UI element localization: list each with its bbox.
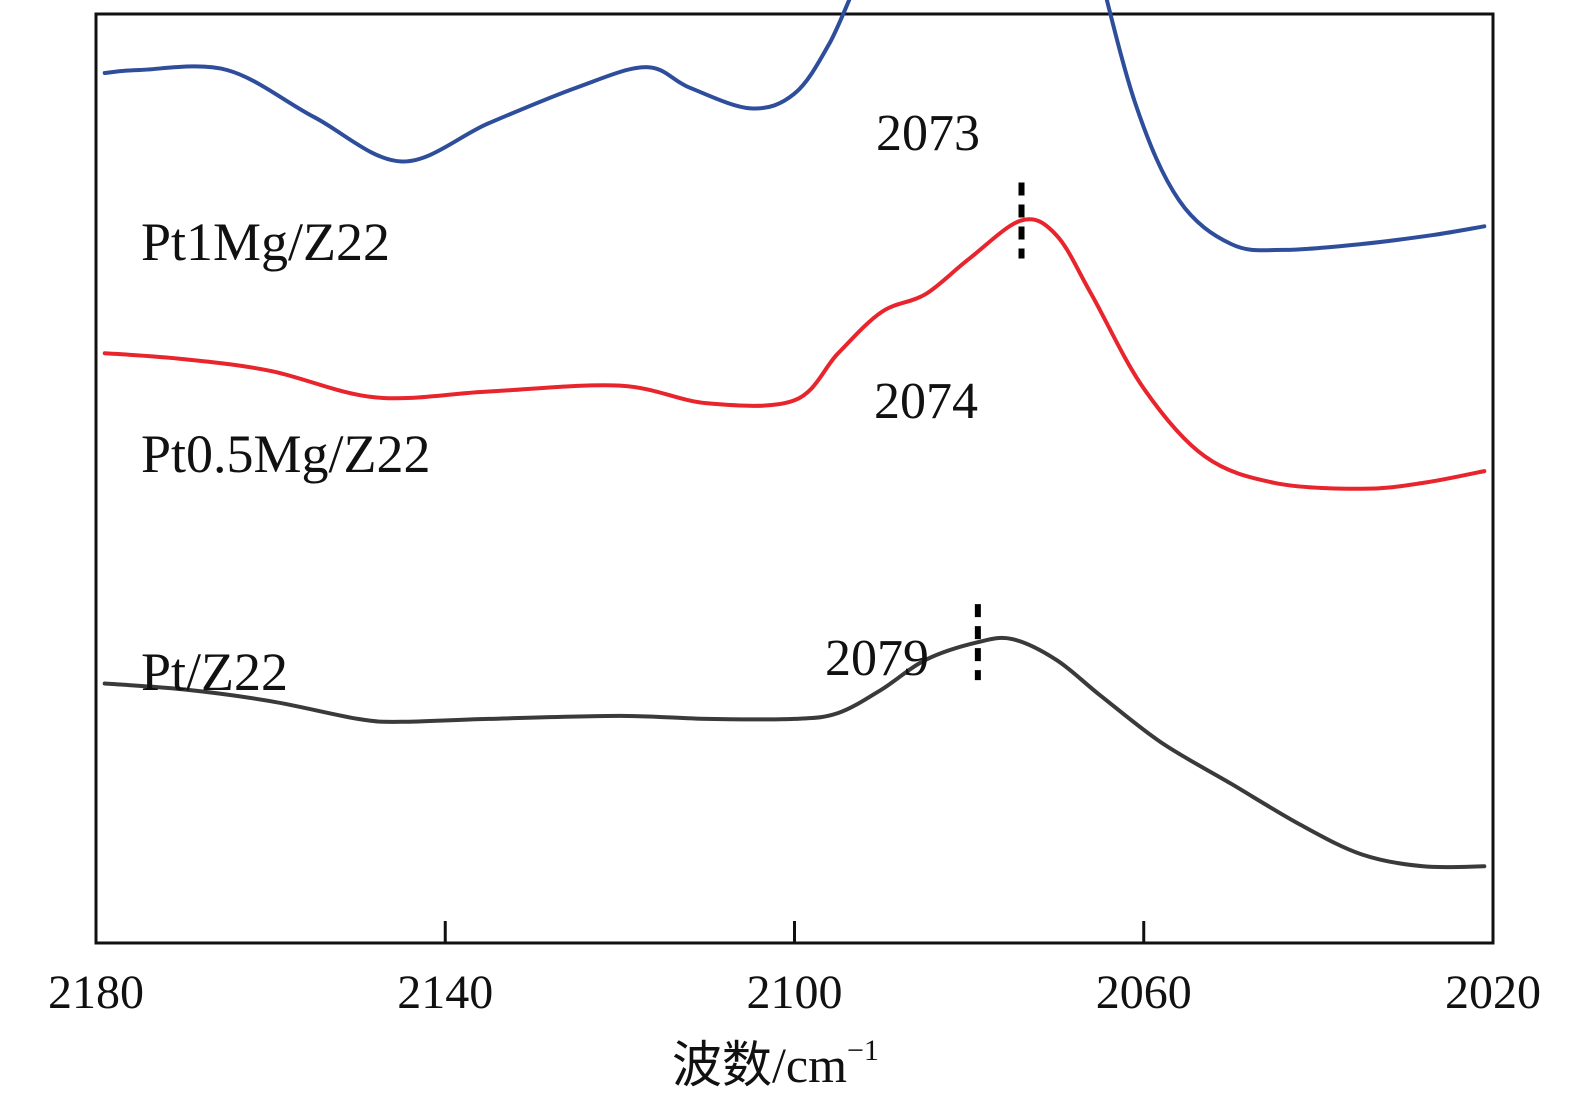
series-lines [102,0,1487,870]
x-tick-label-2140: 2140 [397,966,493,1019]
peak-label-0: 2073 [876,105,980,162]
series-label-1: Pt0.5Mg/Z22 [141,424,431,484]
peak-label-2: 2079 [825,630,929,687]
series-label-2: Pt/Z22 [141,642,288,702]
x-axis-ticks: 2180 2140 2100 2060 2020 [48,921,1541,1019]
x-axis-title-superscript: −1 [847,1034,879,1067]
x-tick-label-2180: 2180 [48,966,144,1019]
series-line-1 [102,217,1487,491]
peak-markers [974,182,1025,681]
peak-label-1: 2074 [874,373,978,430]
x-tick-label-2020: 2020 [1445,966,1541,1019]
x-tick-label-2060: 2060 [1096,966,1192,1019]
x-axis-title-main: 波数/cm [672,1037,847,1093]
series-line-2 [102,635,1487,870]
series-label-0: Pt1Mg/Z22 [141,212,390,272]
x-tick-label-2100: 2100 [747,966,843,1019]
x-axis-title: 波数/cm−1 [672,1034,879,1093]
series-line-0 [102,0,1487,253]
text-labels: Pt1Mg/Z22 Pt0.5Mg/Z22 Pt/Z22 2073 2074 2079 [141,105,980,702]
